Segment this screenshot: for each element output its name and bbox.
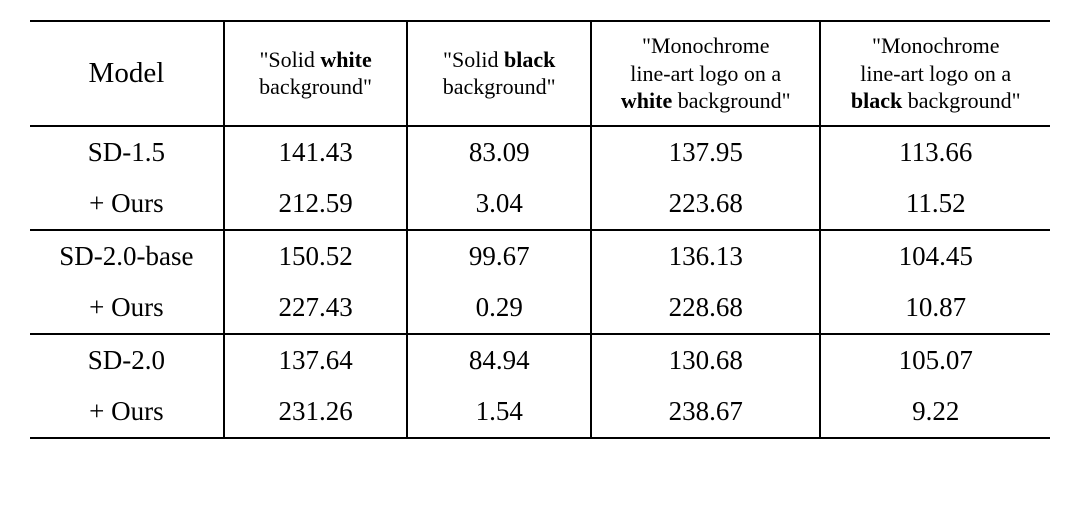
header-col2-post: background" <box>443 74 556 99</box>
value-cell: 105.07 <box>820 334 1050 386</box>
model-cell: + Ours <box>30 282 224 334</box>
value-cell: 10.87 <box>820 282 1050 334</box>
value-cell: 84.94 <box>407 334 591 386</box>
table-row: SD-1.5 141.43 83.09 137.95 113.66 <box>30 126 1050 178</box>
header-col4-l1: "Monochrome <box>872 33 1000 58</box>
header-col1: "Solid white background" <box>224 21 408 126</box>
value-cell: 9.22 <box>820 386 1050 438</box>
header-col3-l3p: background" <box>672 88 790 113</box>
header-col1-post: background" <box>259 74 372 99</box>
value-cell: 136.13 <box>591 230 821 282</box>
value-cell: 104.45 <box>820 230 1050 282</box>
model-cell: SD-2.0-base <box>30 230 224 282</box>
value-cell: 113.66 <box>820 126 1050 178</box>
table-row: SD-2.0-base 150.52 99.67 136.13 104.45 <box>30 230 1050 282</box>
value-cell: 99.67 <box>407 230 591 282</box>
value-cell: 141.43 <box>224 126 408 178</box>
header-col1-pre: "Solid <box>259 47 320 72</box>
header-model: Model <box>30 21 224 126</box>
table-row: + Ours 231.26 1.54 238.67 9.22 <box>30 386 1050 438</box>
model-cell: SD-1.5 <box>30 126 224 178</box>
model-cell: + Ours <box>30 178 224 230</box>
header-col2: "Solid black background" <box>407 21 591 126</box>
value-cell: 0.29 <box>407 282 591 334</box>
header-col3: "Monochrome line-art logo on a white bac… <box>591 21 821 126</box>
value-cell: 83.09 <box>407 126 591 178</box>
value-cell: 1.54 <box>407 386 591 438</box>
header-col4-l2: line-art logo on a <box>860 61 1011 86</box>
value-cell: 3.04 <box>407 178 591 230</box>
value-cell: 130.68 <box>591 334 821 386</box>
results-table: Model "Solid white background" "Solid bl… <box>30 20 1050 439</box>
table-row: SD-2.0 137.64 84.94 130.68 105.07 <box>30 334 1050 386</box>
value-cell: 212.59 <box>224 178 408 230</box>
value-cell: 231.26 <box>224 386 408 438</box>
header-col4-l3p: background" <box>902 88 1020 113</box>
header-col4: "Monochrome line-art logo on a black bac… <box>820 21 1050 126</box>
header-col2-bold: black <box>504 47 555 72</box>
value-cell: 223.68 <box>591 178 821 230</box>
header-col4-bold: black <box>851 88 902 113</box>
value-cell: 137.64 <box>224 334 408 386</box>
header-col1-bold: white <box>320 47 371 72</box>
value-cell: 238.67 <box>591 386 821 438</box>
table-row: + Ours 212.59 3.04 223.68 11.52 <box>30 178 1050 230</box>
value-cell: 11.52 <box>820 178 1050 230</box>
header-col2-pre: "Solid <box>443 47 504 72</box>
model-cell: SD-2.0 <box>30 334 224 386</box>
table-header-row: Model "Solid white background" "Solid bl… <box>30 21 1050 126</box>
value-cell: 227.43 <box>224 282 408 334</box>
value-cell: 137.95 <box>591 126 821 178</box>
value-cell: 150.52 <box>224 230 408 282</box>
model-cell: + Ours <box>30 386 224 438</box>
value-cell: 228.68 <box>591 282 821 334</box>
header-col3-bold: white <box>621 88 672 113</box>
header-col3-l1: "Monochrome <box>642 33 770 58</box>
header-col3-l2: line-art logo on a <box>630 61 781 86</box>
table-row: + Ours 227.43 0.29 228.68 10.87 <box>30 282 1050 334</box>
